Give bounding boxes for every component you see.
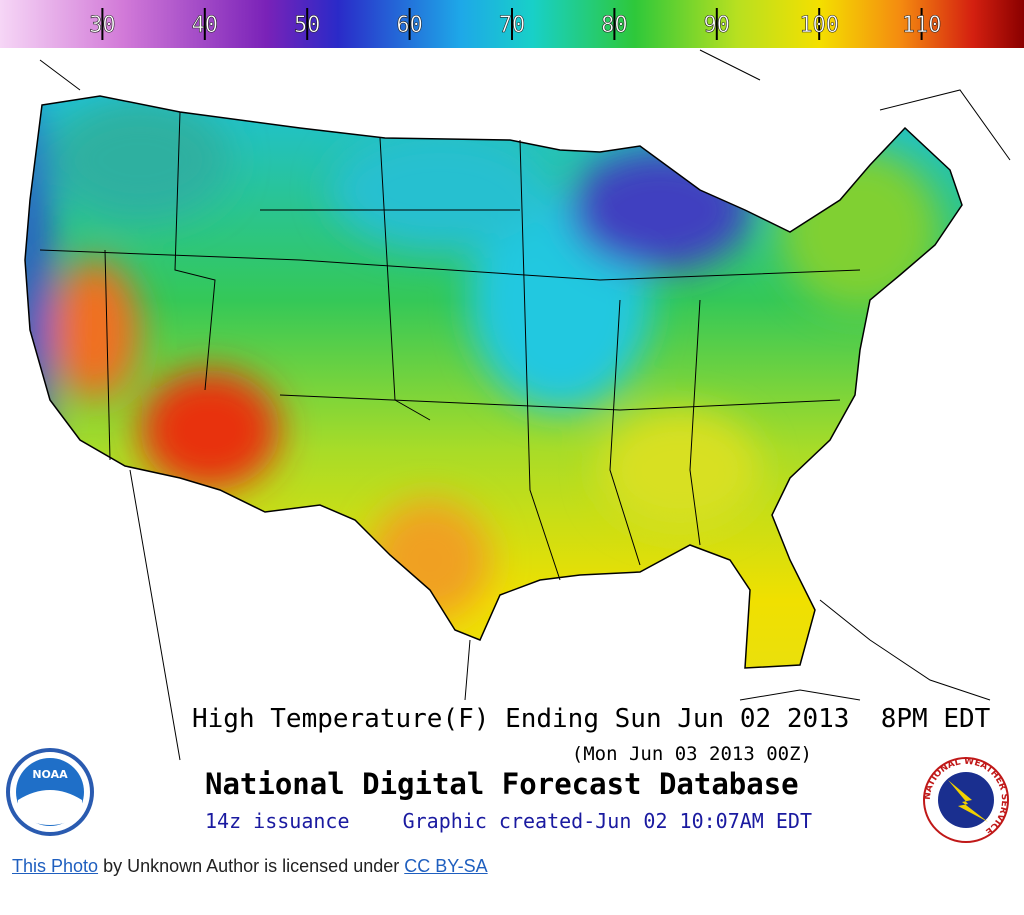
- map-graphic: 30 40 50 60 70 80 90 100 110 High Temp: [0, 0, 1024, 843]
- surrounding-coastlines: [39, 49, 1011, 701]
- noaa-logo: NOAA: [6, 748, 94, 836]
- border: [689, 299, 701, 546]
- border: [279, 394, 841, 411]
- patch: [25, 100, 50, 500]
- map-title: High Temperature(F) Ending Sun Jun 02 20…: [192, 704, 991, 734]
- scale-tick-label: 80: [601, 13, 628, 38]
- nws-logo: NATIONAL WEATHER SERVICE: [923, 757, 1009, 843]
- border: [609, 299, 641, 566]
- attribution: This Photo by Unknown Author is licensed…: [12, 856, 488, 877]
- scale-tick-label: 90: [704, 13, 731, 38]
- coast: [39, 49, 1011, 161]
- scale-tick-label: 60: [396, 13, 423, 38]
- noaa-text: NOAA: [32, 768, 68, 781]
- scale-tick-label: 100: [799, 13, 839, 38]
- patch: [330, 130, 550, 250]
- logo-bird: [18, 790, 82, 825]
- border: [39, 249, 861, 281]
- map-subtitle: (Mon Jun 03 2013 00Z): [572, 743, 812, 765]
- temperature-field: [25, 96, 962, 668]
- scale-tick-label: 40: [192, 13, 219, 38]
- patch: [140, 370, 280, 490]
- border: [174, 111, 216, 391]
- scale-tick-label: 110: [902, 13, 942, 38]
- issuance: 14z issuance: [205, 809, 350, 833]
- color-scale: 30 40 50 60 70 80 90 100 110: [89, 8, 942, 40]
- scale-tick-label: 70: [499, 13, 526, 38]
- license-link[interactable]: CC BY-SA: [404, 856, 488, 876]
- patch: [370, 500, 490, 620]
- patch: [50, 100, 230, 220]
- product-name: National Digital Forecast Database: [205, 767, 799, 801]
- state-lines: [39, 111, 861, 761]
- patch: [780, 150, 940, 310]
- scale-tick-label: 30: [89, 13, 116, 38]
- attribution-text: by Unknown Author is licensed under: [103, 856, 400, 876]
- border: [519, 139, 561, 581]
- coast: [739, 599, 991, 701]
- border: [129, 469, 471, 761]
- patch: [600, 410, 760, 530]
- patch: [570, 150, 750, 270]
- created-time: Graphic created-Jun 02 10:07AM EDT: [403, 809, 812, 833]
- border: [104, 249, 111, 461]
- photo-link[interactable]: This Photo: [12, 856, 99, 876]
- logo-bolt: [948, 780, 988, 822]
- patch: [50, 260, 140, 400]
- scale-tick-label: 50: [294, 13, 321, 38]
